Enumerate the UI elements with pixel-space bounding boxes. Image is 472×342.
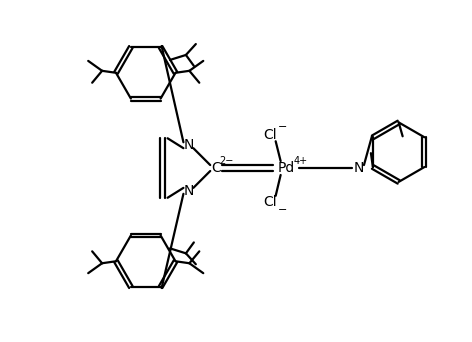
Text: Cl: Cl	[263, 128, 277, 142]
Text: −: −	[278, 205, 287, 215]
Text: N: N	[183, 184, 194, 198]
Text: Pd: Pd	[278, 161, 295, 175]
Text: −: −	[278, 122, 287, 132]
Text: N: N	[354, 161, 364, 175]
Text: C: C	[211, 161, 221, 175]
Text: N: N	[183, 138, 194, 152]
Text: 2−: 2−	[219, 156, 233, 166]
Text: Cl: Cl	[263, 195, 277, 209]
Text: 4+: 4+	[294, 156, 308, 166]
